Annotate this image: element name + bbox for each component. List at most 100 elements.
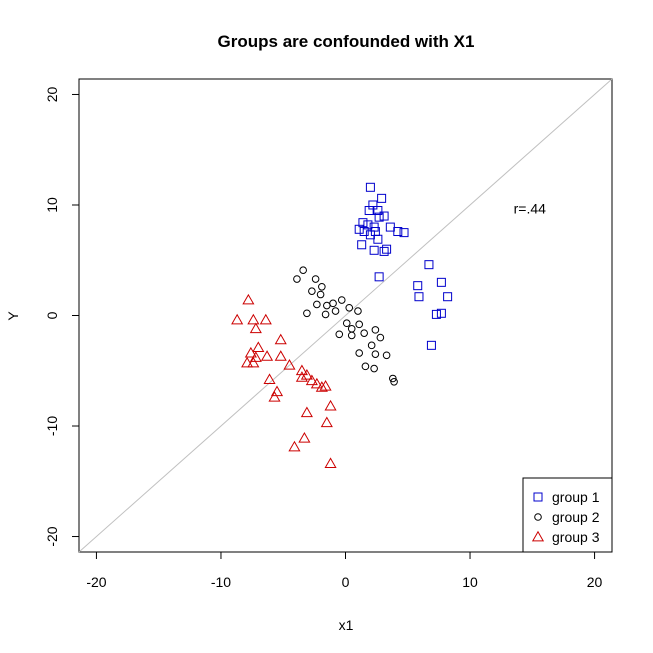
point-group-3 bbox=[242, 293, 255, 305]
point-group-2 bbox=[321, 310, 330, 319]
point-group-2 bbox=[318, 282, 326, 291]
point-group-1 bbox=[413, 281, 423, 291]
point-group-1 bbox=[379, 211, 389, 221]
point-group-2 bbox=[316, 290, 325, 299]
point-group-1 bbox=[359, 227, 369, 237]
point-group-3 bbox=[274, 333, 287, 345]
x-axis-label: x1 bbox=[339, 617, 354, 633]
point-group-2 bbox=[389, 374, 397, 383]
point-group-2 bbox=[371, 350, 380, 358]
point-group-2 bbox=[313, 300, 321, 309]
y-tick-label: 20 bbox=[44, 86, 60, 102]
series-group-2 bbox=[293, 266, 398, 386]
point-group-1 bbox=[368, 200, 378, 210]
point-group-1 bbox=[393, 227, 403, 237]
point-group-2 bbox=[331, 307, 340, 315]
point-group-3 bbox=[305, 374, 318, 386]
correlation-annotation: r=.44 bbox=[514, 200, 547, 216]
y-axis: -20 -10 0 10 20 bbox=[44, 86, 80, 547]
x-axis: -20 -10 0 10 20 bbox=[86, 551, 603, 590]
point-group-2 bbox=[382, 351, 391, 360]
point-group-3 bbox=[247, 356, 260, 368]
point-group-1 bbox=[431, 309, 441, 319]
point-group-1 bbox=[379, 246, 389, 256]
point-group-1 bbox=[369, 245, 379, 255]
reference-line-layer bbox=[78, 78, 613, 553]
point-group-1 bbox=[436, 277, 446, 287]
reference-line bbox=[78, 78, 613, 553]
legend-label-group-3: group 3 bbox=[552, 529, 600, 545]
legend-marker-group-2 bbox=[534, 513, 542, 521]
point-group-2 bbox=[354, 307, 362, 315]
point-group-2 bbox=[303, 309, 311, 318]
point-group-1 bbox=[374, 272, 384, 282]
point-group-3 bbox=[252, 341, 265, 352]
point-group-3 bbox=[231, 313, 244, 325]
point-group-1 bbox=[385, 222, 395, 232]
point-group-1 bbox=[354, 224, 364, 234]
point-group-1 bbox=[443, 292, 453, 302]
chart-title: Groups are confounded with X1 bbox=[218, 32, 475, 51]
legend-marker-group-1 bbox=[533, 492, 543, 502]
point-group-2 bbox=[355, 320, 363, 329]
point-group-2 bbox=[342, 319, 351, 328]
point-group-2 bbox=[335, 330, 344, 339]
x-tick-label: 10 bbox=[462, 574, 478, 590]
point-group-3 bbox=[295, 364, 308, 376]
point-group-3 bbox=[260, 350, 274, 361]
point-group-2 bbox=[311, 275, 320, 283]
point-group-3 bbox=[320, 416, 333, 428]
point-group-2 bbox=[329, 299, 337, 308]
point-group-1 bbox=[426, 340, 436, 350]
point-group-2 bbox=[370, 364, 378, 373]
point-group-1 bbox=[365, 182, 375, 192]
point-group-2 bbox=[371, 326, 380, 334]
x-tick-label: 0 bbox=[342, 574, 350, 590]
point-group-3 bbox=[315, 381, 328, 392]
point-group-2 bbox=[347, 324, 356, 333]
series-group-3 bbox=[231, 293, 337, 468]
point-group-2 bbox=[308, 287, 316, 295]
legend-label-group-2: group 2 bbox=[552, 509, 600, 525]
point-group-3 bbox=[263, 373, 276, 384]
point-group-2 bbox=[376, 333, 385, 342]
point-group-1 bbox=[424, 260, 434, 270]
y-tick-label: 0 bbox=[44, 311, 60, 319]
point-group-1 bbox=[373, 206, 383, 216]
point-group-3 bbox=[249, 322, 262, 334]
x-tick-label: -20 bbox=[86, 574, 106, 590]
point-group-3 bbox=[324, 399, 337, 411]
point-group-3 bbox=[241, 356, 254, 368]
point-group-1 bbox=[365, 230, 375, 240]
point-group-2 bbox=[323, 301, 331, 310]
point-group-3 bbox=[319, 380, 332, 391]
point-group-3 bbox=[324, 457, 337, 468]
point-group-3 bbox=[300, 406, 313, 418]
point-group-3 bbox=[310, 377, 323, 389]
point-group-1 bbox=[373, 234, 383, 244]
y-axis-label: Y bbox=[5, 311, 21, 321]
point-group-3 bbox=[298, 431, 311, 443]
points-layer bbox=[231, 182, 453, 468]
series-group-1 bbox=[354, 182, 453, 350]
point-group-2 bbox=[293, 275, 301, 283]
point-group-2 bbox=[361, 362, 370, 371]
point-group-3 bbox=[300, 368, 313, 380]
point-group-1 bbox=[357, 240, 367, 250]
point-group-3 bbox=[274, 350, 287, 361]
x-tick-label: 20 bbox=[587, 574, 603, 590]
point-group-1 bbox=[382, 244, 392, 254]
point-group-3 bbox=[283, 359, 296, 370]
point-group-2 bbox=[390, 378, 398, 386]
point-group-3 bbox=[259, 313, 272, 325]
point-group-2 bbox=[345, 303, 354, 312]
point-group-2 bbox=[299, 266, 307, 274]
point-group-3 bbox=[247, 313, 260, 325]
point-group-2 bbox=[360, 329, 368, 337]
point-group-3 bbox=[288, 440, 301, 452]
y-tick-label: -20 bbox=[44, 526, 60, 546]
legend-label-group-1: group 1 bbox=[552, 489, 600, 505]
point-group-2 bbox=[337, 296, 346, 304]
point-group-1 bbox=[374, 212, 384, 222]
